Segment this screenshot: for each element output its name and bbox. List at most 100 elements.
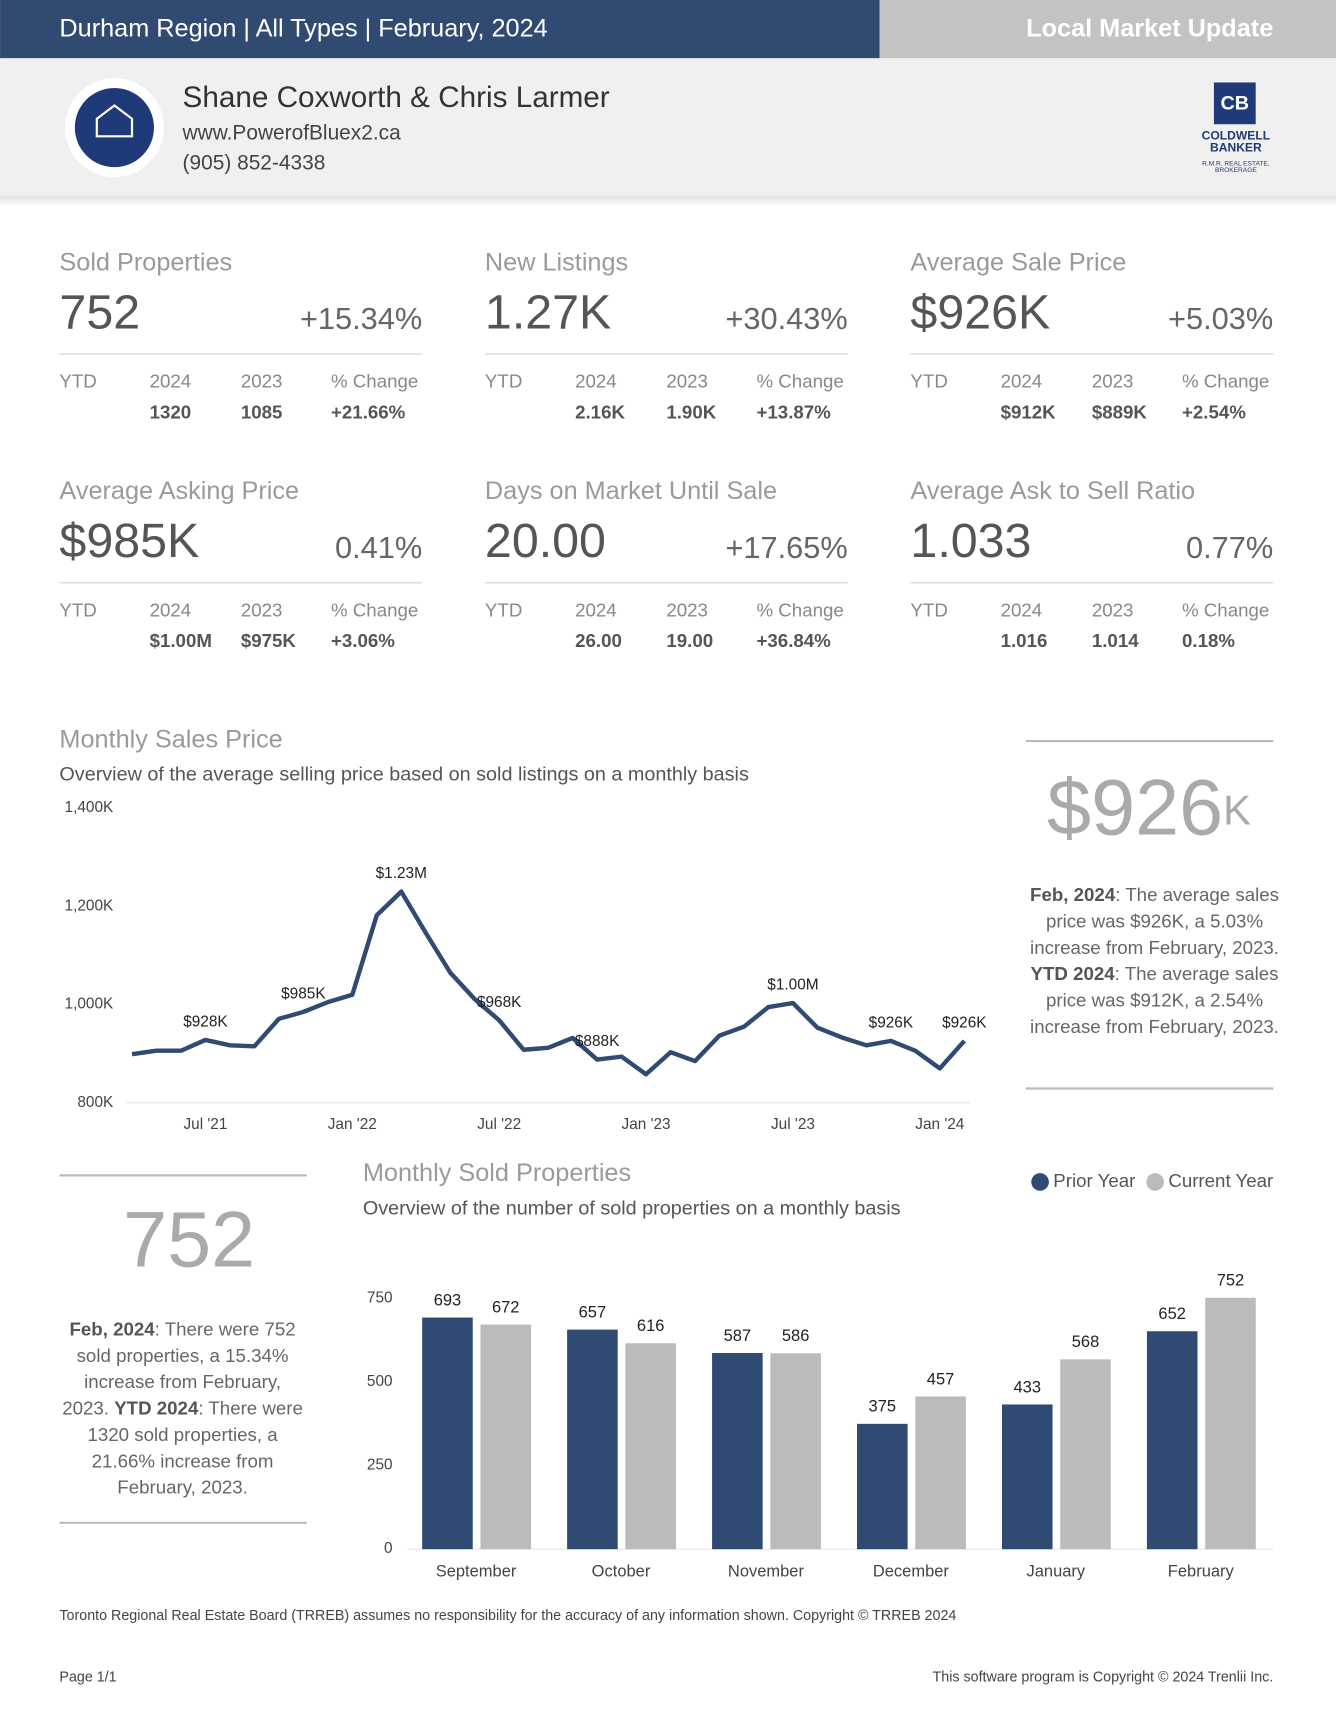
ytd-header: % Change: [757, 599, 844, 620]
ytd-value: $975K: [241, 630, 297, 651]
x-tick-label: Jul '23: [771, 1116, 815, 1133]
ytd-header: 2024: [150, 371, 192, 392]
header-bar: [0, 0, 880, 59]
header-title: Durham Region | All Types | February, 20…: [59, 14, 547, 42]
data-label: 375: [869, 1398, 897, 1416]
ytd-header: % Change: [331, 599, 418, 620]
ytd-header: 2024: [1001, 371, 1043, 392]
stat-value: 752: [59, 285, 140, 339]
section-subtitle: Overview of the number of sold propertie…: [363, 1198, 901, 1220]
x-tick-label: November: [728, 1563, 805, 1581]
data-label: 568: [1072, 1333, 1100, 1351]
note-segment: : There were: [198, 1397, 303, 1418]
ytd-header: 2023: [241, 371, 283, 392]
data-label: 587: [724, 1327, 752, 1345]
stat-title: Days on Market Until Sale: [485, 477, 777, 505]
bar: [1060, 1359, 1111, 1550]
stat-value: 1.27K: [485, 285, 611, 339]
stat-change: 0.41%: [335, 530, 422, 565]
note-line: increase from February, 2023.: [1030, 1016, 1279, 1037]
ytd-value: +21.66%: [331, 401, 406, 422]
ytd-header: % Change: [1182, 599, 1269, 620]
ytd-value: +2.54%: [1182, 401, 1246, 422]
agent-band: [0, 58, 1336, 196]
brokerage-sub: BROKERAGE: [1215, 167, 1257, 174]
data-label: $888K: [575, 1033, 620, 1050]
ytd-header: 2023: [1092, 599, 1134, 620]
ytd-header: % Change: [1182, 371, 1269, 392]
stat-change: +17.65%: [725, 530, 847, 565]
note-line: YTD 2024: The average sales: [1031, 963, 1279, 984]
section-title: Monthly Sold Properties: [363, 1159, 631, 1187]
note-line: increase from February,: [84, 1371, 281, 1392]
x-tick-label: Jan '23: [622, 1116, 671, 1133]
ytd-header: 2023: [241, 599, 283, 620]
ytd-header: 2023: [1092, 371, 1134, 392]
brokerage-mark: CB: [1220, 93, 1249, 115]
x-tick-label: February: [1168, 1563, 1235, 1581]
note-segment: 21.66% increase from: [92, 1450, 274, 1471]
data-label: 752: [1217, 1272, 1245, 1290]
ytd-value: $1.00M: [150, 630, 212, 651]
note-line: February, 2023.: [117, 1477, 248, 1498]
agent-logo-inner: [74, 87, 154, 168]
ytd-header: 2024: [150, 599, 192, 620]
highlight-number: $926: [1047, 763, 1223, 852]
ytd-value: 26.00: [575, 630, 622, 651]
x-tick-label: Jan '24: [915, 1116, 965, 1133]
price-line: [131, 889, 966, 1077]
ytd-value: 2.16K: [575, 401, 625, 422]
ytd-header: YTD: [485, 599, 522, 620]
note-segment: sold properties, a 15.34%: [77, 1345, 289, 1366]
stat-value: $926K: [910, 285, 1050, 339]
note-segment: : The average sales: [1115, 884, 1279, 905]
data-label: $928K: [183, 1013, 228, 1030]
stat-value: 20.00: [485, 514, 606, 568]
note-line: increase from February, 2023.: [1030, 937, 1279, 958]
x-tick-label: December: [873, 1563, 950, 1581]
note-segment: increase from February,: [84, 1371, 281, 1392]
ytd-header: YTD: [485, 371, 522, 392]
y-tick-label: 1,200K: [65, 897, 114, 914]
note-segment: price was $926K, a 5.03%: [1046, 910, 1263, 931]
stat-title: Average Asking Price: [59, 477, 299, 505]
ytd-header: YTD: [59, 599, 96, 620]
stat-value: $985K: [59, 514, 199, 568]
y-tick-label: 500: [367, 1373, 393, 1390]
ytd-value: 1320: [150, 401, 192, 422]
ytd-value: +13.87%: [757, 401, 832, 422]
bar: [1001, 1404, 1053, 1550]
stat-change: 0.77%: [1186, 530, 1273, 565]
ytd-value: 1.014: [1092, 630, 1139, 651]
ytd-value: +36.84%: [757, 630, 832, 651]
bar: [712, 1352, 763, 1550]
ytd-value: $912K: [1001, 401, 1057, 422]
note-segment: 1320 sold properties, a: [88, 1424, 279, 1445]
bar: [567, 1329, 618, 1550]
note-segment: Feb, 2024: [1030, 884, 1116, 905]
x-tick-label: September: [436, 1563, 517, 1581]
note-segment: increase from February, 2023.: [1030, 937, 1279, 958]
y-tick-label: 800K: [77, 1094, 114, 1111]
y-tick-label: 750: [367, 1290, 393, 1307]
legend-swatch: [1031, 1173, 1049, 1191]
brokerage-mark-bg: [1213, 82, 1256, 125]
note-segment: : There were 752: [155, 1318, 296, 1339]
data-label: $985K: [281, 985, 326, 1002]
y-tick-label: 250: [367, 1457, 393, 1474]
highlight-value: 752: [123, 1195, 255, 1284]
data-label: 616: [637, 1317, 665, 1335]
legend-label: Current Year: [1168, 1170, 1273, 1191]
stat-change: +15.34%: [300, 301, 422, 336]
ytd-header: 2024: [575, 371, 617, 392]
ytd-header: 2023: [666, 599, 708, 620]
stat-change: +30.43%: [725, 301, 847, 336]
agent-phone: (905) 852-4338: [183, 151, 326, 174]
data-label: 693: [434, 1291, 462, 1309]
stat-title: Average Ask to Sell Ratio: [910, 477, 1195, 505]
note-segment: 2023.: [62, 1397, 114, 1418]
x-tick-label: Jul '21: [183, 1116, 227, 1133]
data-label: $926K: [869, 1014, 914, 1031]
stat-title: Sold Properties: [59, 249, 232, 277]
